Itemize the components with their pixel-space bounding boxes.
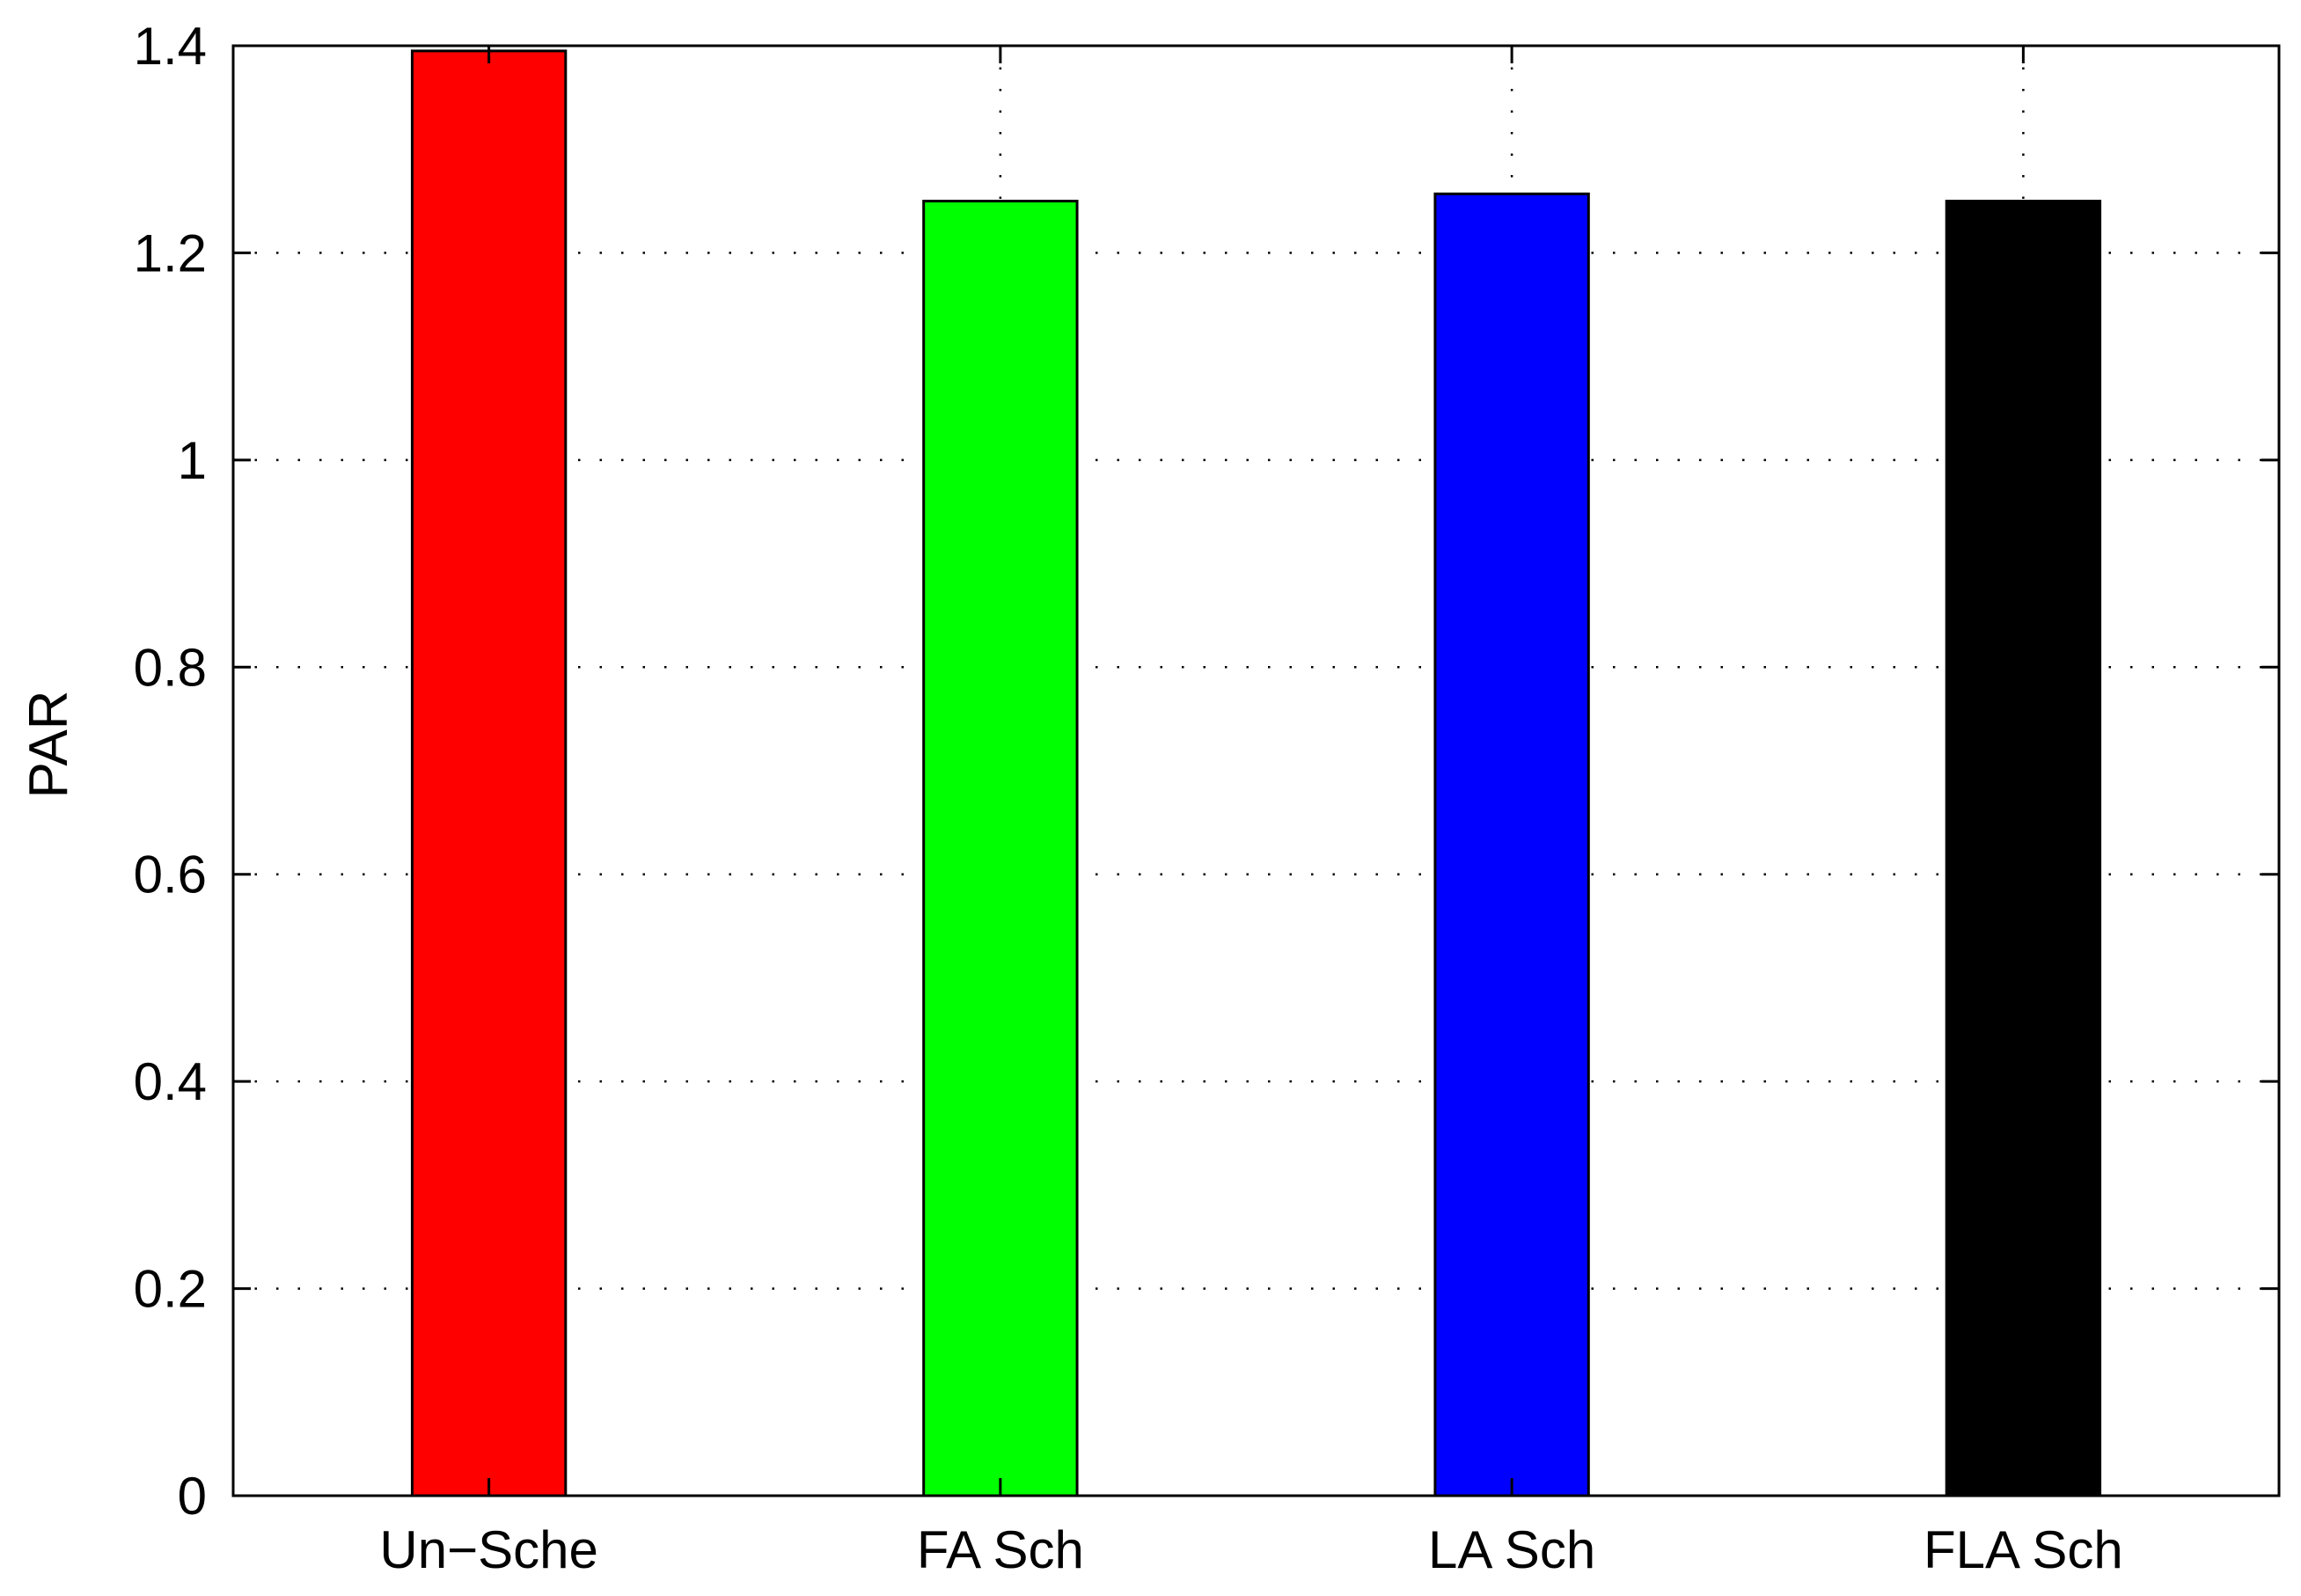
x-tick-label: LA Sch bbox=[1428, 1520, 1595, 1579]
bar-1 bbox=[410, 49, 568, 1497]
x-axis-tick-labels: Un−Sche FA Sch LA Sch FLA Sch bbox=[379, 1520, 2122, 1579]
y-axis-title: PAR bbox=[18, 691, 79, 799]
y-tick-label: 0.8 bbox=[134, 638, 207, 697]
y-tick-label: 1.4 bbox=[134, 17, 207, 76]
bar-4 bbox=[1945, 200, 2102, 1497]
x-tick-label: Un−Sche bbox=[379, 1520, 598, 1579]
bar-2 bbox=[922, 200, 1079, 1497]
x-tick-label: FLA Sch bbox=[1924, 1520, 2123, 1579]
bar-3 bbox=[1433, 192, 1590, 1497]
plot-area-frame bbox=[231, 44, 2281, 1497]
y-axis-tick-labels: 0 0.2 0.4 0.6 0.8 1 1.2 1.4 bbox=[134, 17, 207, 1526]
axis-ticks bbox=[233, 44, 2279, 1497]
y-tick-label: 0.4 bbox=[134, 1052, 207, 1111]
x-tick-label: FA Sch bbox=[917, 1520, 1084, 1579]
y-tick-label: 0 bbox=[178, 1467, 207, 1526]
y-tick-label: 1.2 bbox=[134, 223, 207, 282]
y-tick-label: 0.2 bbox=[134, 1260, 207, 1319]
bars bbox=[410, 49, 2102, 1497]
y-tick-label: 1 bbox=[178, 431, 207, 490]
y-tick-label: 0.6 bbox=[134, 846, 207, 904]
